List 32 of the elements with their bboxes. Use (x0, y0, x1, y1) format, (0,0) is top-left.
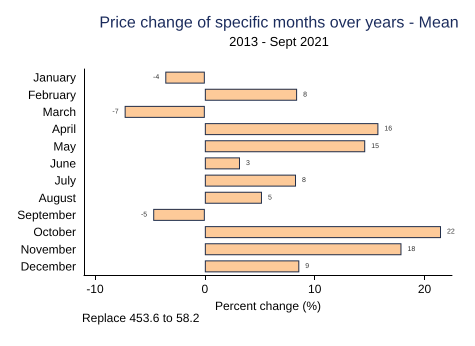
y-tick-label: May (53, 139, 76, 154)
bar (204, 157, 240, 170)
y-tick-label: September (17, 208, 76, 222)
bar (204, 88, 298, 101)
bar (204, 174, 296, 187)
x-tick-label: -10 (86, 282, 104, 296)
y-tick-label: June (50, 156, 76, 170)
bar (204, 140, 366, 152)
x-axis-title: Percent change (%) (214, 298, 322, 313)
bar (204, 123, 378, 136)
x-tick-label: 0 (201, 282, 208, 296)
x-tick-label: 20 (418, 282, 432, 296)
chart-title: Price change of specific months over years - Mean (99, 14, 459, 32)
bar (204, 260, 300, 272)
y-tick-label: July (54, 174, 76, 188)
y-tick-label: December (20, 259, 76, 274)
bar (124, 106, 205, 118)
text: Replace 453.6 to 58.2 (82, 311, 200, 325)
y-tick-label: March (42, 104, 76, 119)
y-tick-label: January (33, 70, 76, 85)
bar (204, 192, 262, 204)
y-tick-label: August (38, 190, 77, 205)
y-tick-label: October (33, 225, 76, 240)
bar (165, 72, 205, 84)
bar (153, 208, 205, 221)
y-tick-label: April (52, 122, 76, 136)
y-tick-label: November (20, 242, 76, 256)
x-tick-label: 10 (308, 282, 322, 296)
bar (204, 243, 402, 256)
y-tick-label: February (28, 88, 76, 102)
chart-subtitle: 2013 - Sept 2021 (229, 34, 329, 49)
bar (204, 226, 442, 238)
